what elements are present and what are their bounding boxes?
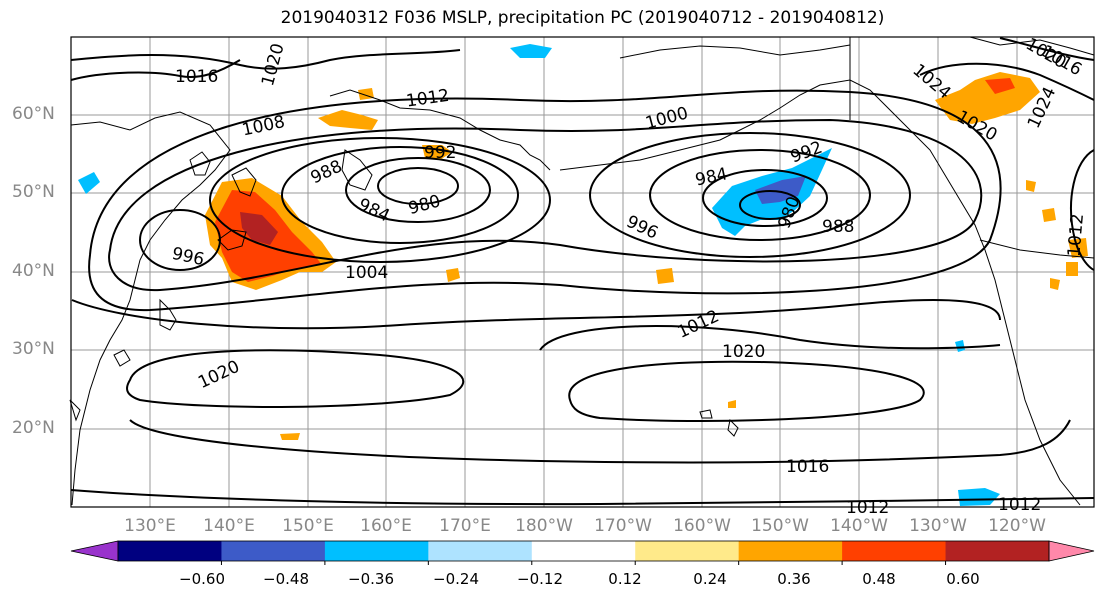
precip-positive-asia — [205, 178, 336, 290]
lat-label: 60°N — [12, 104, 55, 124]
isobar-label: 988 — [822, 217, 854, 237]
colorbar-tick: −0.24 — [433, 570, 479, 588]
isobar-label: 1012 — [846, 498, 889, 518]
isobar-label: 1016 — [175, 67, 218, 87]
lat-label: 40°N — [12, 261, 55, 281]
colorbar-tick: −0.60 — [179, 570, 225, 588]
isobar-label: 1012 — [1064, 213, 1088, 258]
lon-label: 140°E — [203, 516, 255, 536]
lon-label: 120°W — [988, 516, 1046, 536]
lon-label: 150°E — [282, 516, 334, 536]
lon-label: 130°E — [124, 516, 176, 536]
isobar-label: 992 — [424, 143, 456, 163]
lon-label: 150°W — [751, 516, 809, 536]
lat-label: 20°N — [12, 418, 55, 438]
lon-label: 130°W — [909, 516, 967, 536]
chart-title: 2019040312 F036 MSLP, precipitation PC (… — [280, 8, 885, 28]
colorbar-tick: 0.60 — [946, 570, 980, 588]
isobar-label: 1004 — [345, 263, 388, 283]
lat-label: 50°N — [12, 182, 55, 202]
lon-label: 180°W — [515, 516, 573, 536]
colorbar-tick: 0.12 — [608, 570, 642, 588]
isobar-label: 1012 — [998, 495, 1041, 515]
colorbar-tick: 0.48 — [862, 570, 896, 588]
lon-label: 170°E — [439, 516, 491, 536]
colorbar-tick: −0.48 — [263, 570, 309, 588]
isobar-label: 1016 — [786, 457, 829, 477]
colorbar-tick: 0.24 — [693, 570, 727, 588]
precip-positive-misc — [280, 72, 1088, 440]
isobar-label: 1020 — [722, 342, 765, 362]
colorbar-tick: −0.36 — [348, 570, 394, 588]
lon-label: 140°W — [830, 516, 888, 536]
coastlines — [69, 36, 1095, 506]
colorbar-tick: −0.12 — [517, 570, 563, 588]
lon-label: 170°W — [594, 516, 652, 536]
lon-label: 160°E — [360, 516, 412, 536]
lon-label: 160°W — [673, 516, 731, 536]
isobars — [70, 37, 1095, 506]
lat-label: 30°N — [12, 339, 55, 359]
colorbar-tick: 0.36 — [777, 570, 811, 588]
plot-border — [70, 36, 1095, 508]
